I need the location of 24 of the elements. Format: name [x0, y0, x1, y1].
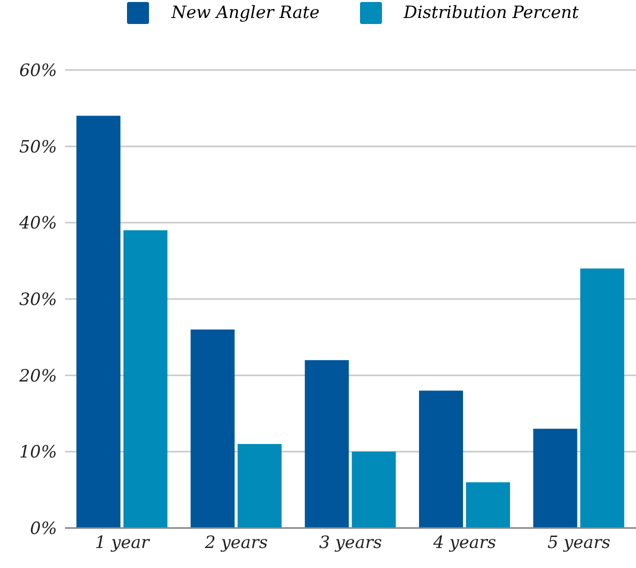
bar — [190, 330, 235, 528]
bar — [123, 230, 168, 528]
bar — [466, 482, 510, 528]
y-tick-label: 10% — [19, 442, 57, 463]
bar — [304, 360, 349, 528]
y-tick-label: 0% — [30, 519, 57, 540]
y-tick-label: 20% — [18, 366, 57, 386]
x-tick-label: 4 years — [432, 533, 496, 554]
legend-label: New Angler Rate — [171, 3, 320, 23]
y-tick-label: 40% — [18, 214, 57, 234]
bar — [580, 268, 624, 528]
bar — [352, 452, 396, 528]
x-tick-label: 5 years — [547, 533, 611, 554]
x-tick-label: 1 year — [95, 533, 150, 554]
x-tick-label: 2 years — [204, 533, 268, 554]
y-tick-label: 60% — [19, 61, 57, 82]
bar — [76, 116, 120, 528]
x-tick-label: 3 years — [319, 533, 382, 554]
y-tick-label: 30% — [19, 290, 57, 310]
bar — [238, 444, 282, 528]
bar — [533, 428, 578, 528]
legend-label: Distribution Percent — [404, 3, 579, 23]
bar — [419, 390, 464, 528]
y-tick-label: 50% — [19, 137, 57, 158]
